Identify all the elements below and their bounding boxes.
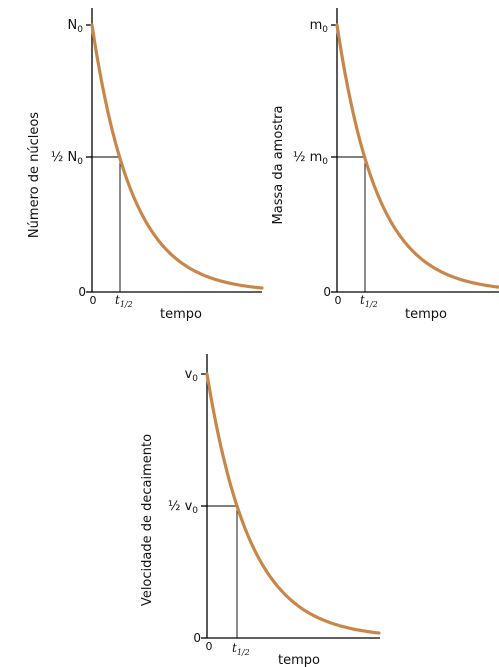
chart3-ylabel: Velocidade de decaimento: [140, 434, 155, 606]
chart1-x-half-label: t1/2: [115, 293, 133, 309]
chart-velocidade: Velocidade de decaimento v0 ½ v0 0 0 t1/…: [140, 354, 381, 667]
chart-massa: Massa da amostra m0 ½ m0 0 0 t1/2 tempo: [271, 8, 499, 322]
chart1-decay-curve: [90, 23, 264, 290]
chart1-y-zero-label: 0: [78, 285, 86, 299]
chart3-x-half-label: t1/2: [232, 641, 250, 657]
chart3-decay-curve: [205, 372, 381, 635]
chart2-decay-curve: [335, 23, 499, 289]
chart1-xlabel: tempo: [160, 307, 202, 322]
chart3-y-top-label: v0: [185, 367, 199, 384]
chart3-x-origin-label: 0: [206, 640, 213, 653]
chart1-ylabel: Número de núcleos: [27, 112, 42, 238]
chart1-y-top-label: N0: [68, 18, 84, 35]
chart3-xlabel: tempo: [278, 653, 320, 667]
chart2-y-top-label: m0: [310, 18, 329, 35]
chart2-y-zero-label: 0: [323, 285, 331, 299]
chart-nucleos: Número de núcleos N0 ½ N0 0 0 t1/2 tempo: [27, 8, 264, 322]
chart3-y-half-label: ½ v0: [168, 499, 198, 516]
chart2-xlabel: tempo: [405, 307, 447, 322]
chart2-ylabel: Massa da amostra: [271, 106, 286, 225]
chart2-x-half-label: t1/2: [360, 293, 378, 309]
chart2-y-half-label: ½ m0: [293, 150, 328, 167]
chart3-y-zero-label: 0: [193, 631, 201, 645]
chart1-y-half-label: ½ N0: [51, 150, 83, 167]
chart1-x-origin-label: 0: [90, 294, 97, 307]
chart2-x-origin-label: 0: [335, 294, 342, 307]
